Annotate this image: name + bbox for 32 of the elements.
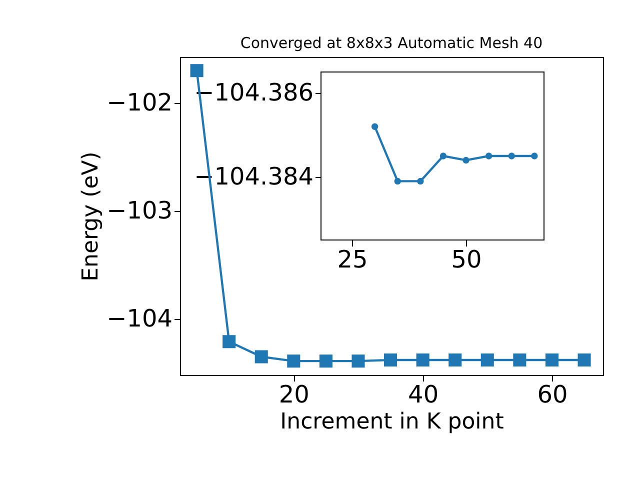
point [254, 350, 268, 364]
point [578, 353, 591, 367]
point [319, 354, 332, 368]
x-tick-label: 25 [337, 246, 368, 274]
point [384, 353, 398, 367]
y-tick-label: −104 [106, 304, 172, 332]
point [416, 353, 430, 367]
y-tick-label: −102 [106, 88, 172, 116]
point [508, 152, 515, 160]
point [417, 178, 424, 185]
x-tick-label: 20 [278, 380, 310, 408]
point [352, 354, 365, 368]
x-tick-label: 60 [537, 380, 568, 408]
point [190, 64, 204, 78]
point [448, 353, 462, 367]
point [287, 354, 300, 368]
y-tick-label: −103 [106, 196, 172, 224]
point [440, 152, 447, 160]
y-axis-title: Energy (eV) [78, 152, 104, 282]
point [531, 152, 538, 160]
x-axis-title: Increment in K point [280, 410, 504, 434]
x-tick-label: 50 [451, 246, 482, 274]
point [545, 353, 558, 367]
point [394, 178, 401, 185]
x-tick-label: 40 [408, 380, 439, 408]
point [480, 353, 494, 367]
chart-title: Converged at 8x8x3 Automatic Mesh 40 [240, 34, 543, 52]
point [485, 152, 492, 160]
point [222, 335, 236, 348]
point [371, 123, 378, 130]
point [513, 353, 526, 367]
point [462, 156, 470, 164]
